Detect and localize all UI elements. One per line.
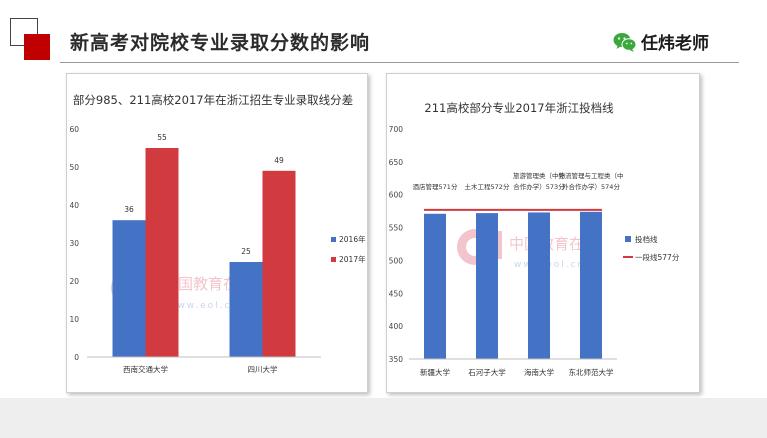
x-tick-label: 西南交通大学 [123, 364, 168, 374]
bar-data-label: 旅游管理类（中外 [513, 171, 566, 180]
header-divider [60, 62, 739, 63]
score-gap-chart: 部分985、211高校2017年在浙江招生专业录取线分差 中国教育在线 www.… [69, 93, 366, 374]
legend: 2016年 2017年 [331, 234, 366, 264]
bar [229, 262, 263, 357]
legend-label-line: 一段线577分 [635, 252, 680, 262]
legend-swatch-2016 [331, 237, 336, 242]
x-tick-label: 四川大学 [248, 364, 278, 374]
x-tick-label: 新疆大学 [420, 367, 450, 377]
bar [476, 213, 498, 359]
bar-data-label: 物流管理与工程类（中 [559, 171, 624, 180]
legend-label-2016: 2016年 [339, 234, 366, 244]
x-axis-labels: 西南交通大学 四川大学 [123, 364, 278, 374]
bar-data-label: 外合作办学）574分 [562, 182, 620, 191]
bar-data-label: 酒店管理571分 [413, 182, 458, 191]
legend-swatch-2017 [331, 257, 336, 262]
y-tick-label: 700 [389, 125, 404, 134]
y-axis: 0 10 20 30 40 50 60 [69, 125, 79, 362]
y-tick-label: 450 [389, 289, 404, 298]
page-footer [0, 398, 767, 438]
bar [262, 170, 296, 357]
watermark-url: www.eol.cn [168, 301, 239, 311]
x-axis-labels: 新疆大学 石河子大学 海南大学 东北师范大学 [420, 367, 614, 377]
legend: 投档线 一段线577分 [623, 234, 680, 262]
x-tick-label: 海南大学 [524, 367, 554, 377]
bar [424, 213, 446, 359]
bar-value-label: 49 [274, 156, 284, 165]
legend-swatch-bar [625, 236, 631, 242]
y-axis: 350 400 450 500 550 600 650 700 [389, 125, 404, 364]
bar-value-label: 55 [157, 133, 167, 142]
y-tick-label: 550 [389, 224, 404, 233]
y-tick-label: 400 [389, 322, 404, 331]
x-tick-label: 东北师范大学 [569, 367, 614, 377]
bar-value-label: 25 [241, 247, 251, 256]
bar-data-label: 土木工程572分 [465, 182, 510, 191]
chart-panel-score-gap: 部分985、211高校2017年在浙江招生专业录取线分差 中国教育在线 www.… [66, 73, 368, 393]
bar-series [424, 211, 602, 359]
wechat-icon [613, 33, 637, 52]
y-tick-label: 60 [69, 125, 79, 134]
admission-line-chart: 211高校部分专业2017年浙江投档线 中国教育在线 www.eol.cn 35… [389, 101, 680, 377]
y-tick-label: 500 [389, 256, 404, 265]
bar [145, 148, 179, 357]
y-tick-label: 650 [389, 158, 404, 167]
y-tick-label: 50 [69, 163, 79, 172]
y-tick-label: 40 [69, 201, 79, 210]
bar-data-label: 合作办学）573分 [513, 182, 565, 191]
x-tick-label: 石河子大学 [468, 367, 506, 377]
legend-label-2017: 2017年 [339, 254, 366, 264]
y-tick-label: 350 [389, 355, 404, 364]
y-tick-label: 20 [69, 277, 79, 286]
page-title: 新高考对院校专业录取分数的影响 [70, 32, 371, 54]
bar-series: 36 55 25 49 [112, 133, 296, 357]
y-tick-label: 30 [69, 239, 79, 248]
chart-title: 部分985、211高校2017年在浙江招生专业录取线分差 [73, 93, 353, 107]
y-tick-label: 0 [74, 353, 79, 362]
author-name: 任炜老师 [641, 34, 709, 54]
bar [580, 211, 602, 359]
bar-value-label: 36 [124, 205, 134, 214]
chart-title: 211高校部分专业2017年浙江投档线 [424, 101, 614, 115]
chart-panel-admission-line: 211高校部分专业2017年浙江投档线 中国教育在线 www.eol.cn 35… [386, 73, 700, 393]
header-decoration-square [24, 34, 50, 60]
y-tick-label: 10 [69, 315, 79, 324]
bar [112, 220, 146, 357]
bar [528, 212, 550, 359]
legend-label-bar: 投档线 [635, 234, 658, 244]
y-tick-label: 600 [389, 191, 404, 200]
